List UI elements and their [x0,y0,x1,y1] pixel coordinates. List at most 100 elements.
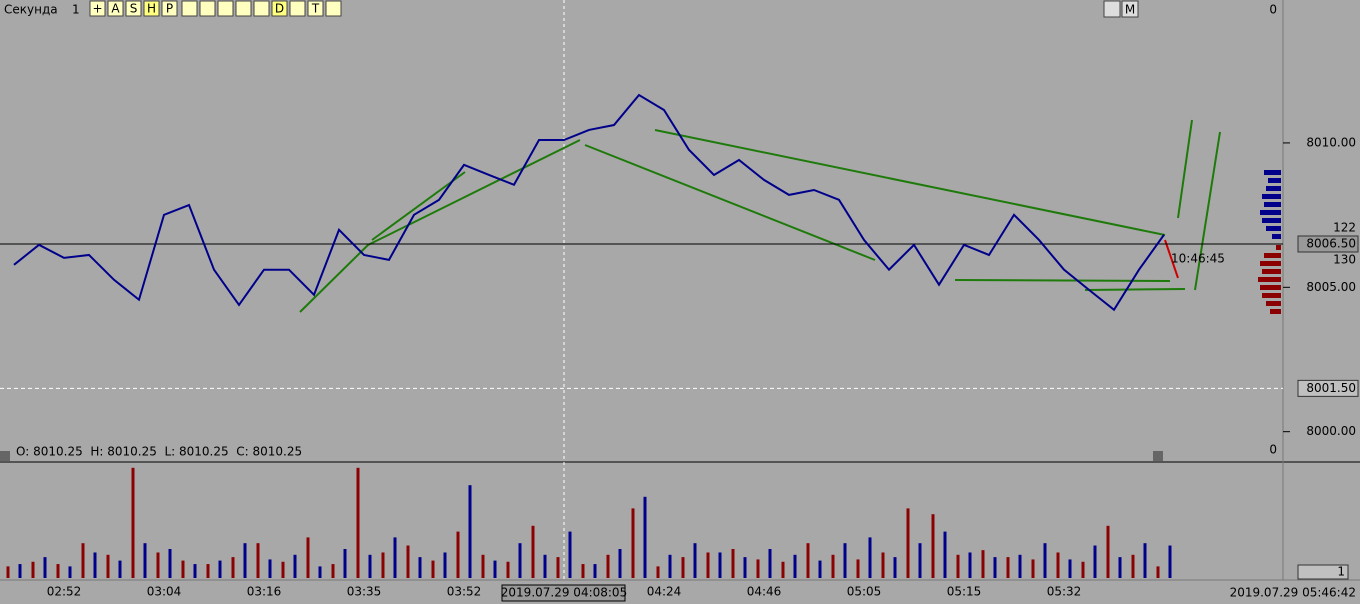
toolbar-button[interactable] [107,0,124,17]
price-tag-label: 8001.50 [1306,381,1356,395]
volume-bar [456,531,460,578]
volume-bar [643,496,647,578]
toolbar-button[interactable] [271,0,288,17]
volume-bar [743,557,747,578]
volume-bar [68,566,72,578]
x-tick-label: 03:52 [447,585,482,599]
volume-bar [206,564,210,578]
volume-bar [931,514,935,578]
volume-bar [93,552,97,578]
countdown: 10:46:45 [1171,252,1225,266]
toolbar-button[interactable] [181,0,198,17]
volume-bar [818,560,822,578]
toolbar-button-label: H [147,2,156,16]
volume-bar [581,564,585,578]
volume-bar [1043,543,1047,578]
price-tag-label: 8006.50 [1306,236,1356,250]
volume-bar [343,549,347,578]
volume-bar [768,549,772,578]
volume-bar [1168,545,1172,578]
volume-bar [218,560,222,578]
toolbar-button[interactable] [199,0,216,17]
pane-handle [0,451,10,461]
volume-bar [243,543,247,578]
volume-bar [693,543,697,578]
volume-bar [406,545,410,578]
volume-bar [1081,561,1085,578]
volume-bar [731,549,735,578]
volume-bar [1056,552,1060,578]
volume-bar [968,552,972,578]
toolbar-button[interactable] [125,0,142,17]
y-tick-label: 8000.00 [1306,424,1356,438]
y-tick-label: 8010.00 [1306,135,1356,149]
toolbar-button[interactable] [307,0,324,17]
volume-bar [543,554,547,578]
toolbar-button[interactable] [143,0,160,17]
volume-bar [881,552,885,578]
toolbar-button-label: A [111,2,120,16]
volume-bar [506,561,510,578]
x-tick-label: 04:24 [647,585,682,599]
x-tick-label: 05:15 [947,585,982,599]
x-tick-label: 05:05 [847,585,882,599]
toolbar-button-label: D [275,2,284,16]
m-button[interactable] [1121,0,1139,18]
volume-bar [868,537,872,578]
trend-drawings [299,119,1221,313]
volume-bar [1068,559,1072,578]
volume-axis-label: 1 [1337,565,1345,579]
m-button-label: M [1125,3,1135,17]
volume-bar [631,508,635,578]
volume-bar [256,543,260,578]
volume-bar [18,564,22,578]
scale-button[interactable] [1103,0,1121,18]
volume-bar [1093,545,1097,578]
volume-bar [293,554,297,578]
toolbar-button-label: T [311,2,320,16]
toolbar-button[interactable] [161,0,178,17]
volume-bar [718,552,722,578]
volume-bar [518,543,522,578]
bottom-label: 0 [1269,443,1277,457]
profile-up: 122 [1333,221,1356,235]
volume-bar [843,543,847,578]
volume-bar [368,554,372,578]
volume-bar [181,560,185,578]
volume-bar [281,561,285,578]
toolbar-button[interactable] [235,0,252,17]
toolbar-button-label: P [166,2,173,16]
toolbar-button-label: + [92,2,102,16]
pane-handle [1153,451,1163,461]
toolbar-button[interactable] [217,0,234,17]
volume-bar [306,537,310,578]
volume-bar [831,554,835,578]
volume-bar [618,549,622,578]
toolbar-button[interactable] [325,0,342,17]
volume-bar [806,543,810,578]
volume-bar [606,554,610,578]
timeframe: Секунда [4,3,58,17]
volume-bar [943,531,947,578]
cursor-time: 2019.07.29 04:08:05 [501,586,627,600]
volume-bar [106,554,110,578]
volume-bar [443,552,447,578]
volume-bar [356,467,360,578]
toolbar-button[interactable] [253,0,270,17]
volume-bar [1156,566,1160,578]
volume-bar [918,543,922,578]
toolbar-button[interactable] [89,0,106,17]
volume-bar [556,557,560,578]
volume-bar [481,554,485,578]
volume-bar [1143,543,1147,578]
volume-bar [431,560,435,578]
cursor-time-box [501,584,626,602]
toolbar-button[interactable] [289,0,306,17]
volume-bar [1018,554,1022,578]
volume-bar [1006,557,1010,578]
volume-bar [593,564,597,578]
volume-bar [168,549,172,578]
volume-bar [118,560,122,578]
last-time: 2019.07.29 05:46:42 [1230,586,1356,600]
